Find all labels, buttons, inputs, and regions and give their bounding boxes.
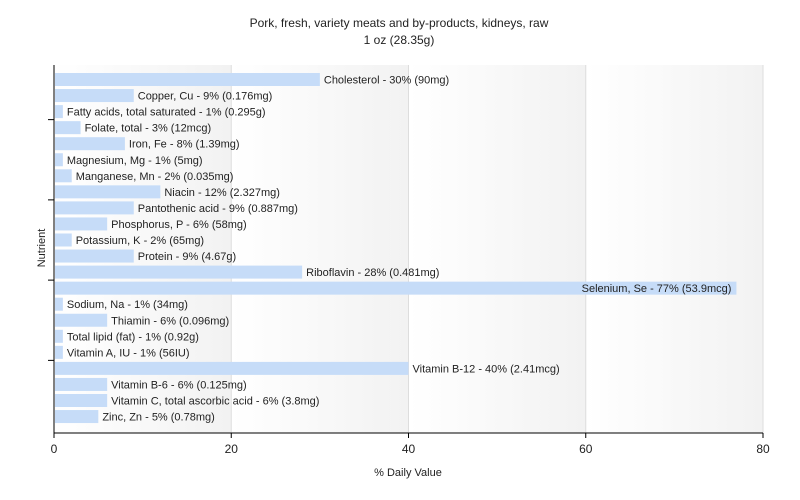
x-ticks: 0 20 40 60 80	[51, 433, 770, 456]
bar	[55, 73, 320, 86]
bar-label: Pantothenic acid - 9% (0.887mg)	[138, 203, 298, 215]
x-axis-label: % Daily Value	[374, 467, 442, 479]
bar	[55, 217, 108, 231]
bar	[55, 265, 303, 279]
bar	[55, 281, 737, 295]
bar	[55, 297, 63, 311]
bar-label: Zinc, Zn - 5% (0.78mg)	[102, 412, 214, 424]
bar	[55, 313, 108, 327]
plot-band	[231, 65, 409, 433]
bar-label: Total lipid (fat) - 1% (0.92g)	[67, 331, 199, 343]
bar-label: Vitamin B-12 - 40% (2.41mcg)	[413, 363, 560, 375]
bar-label: Vitamin C, total ascorbic acid - 6% (3.8…	[111, 396, 319, 408]
bar-label: Phosphorus, P - 6% (58mg)	[111, 219, 247, 231]
bar	[55, 201, 134, 215]
bar-label: Potassium, K - 2% (65mg)	[76, 235, 204, 247]
bar	[55, 394, 108, 407]
bar-label: Selenium, Se - 77% (53.9mcg)	[582, 283, 732, 295]
x-tick-label: 0	[51, 442, 58, 456]
bar-label: Protein - 9% (4.67g)	[138, 251, 236, 263]
plot-background	[54, 65, 763, 433]
bar-label: Copper, Cu - 9% (0.176mg)	[138, 91, 273, 103]
plot-band	[585, 65, 763, 433]
bar-label: Manganese, Mn - 2% (0.035mg)	[76, 171, 234, 183]
bar	[55, 249, 134, 263]
bar-label: Sodium, Na - 1% (34mg)	[67, 299, 188, 311]
bar	[55, 105, 63, 119]
bar-label: Vitamin A, IU - 1% (56IU)	[67, 347, 190, 359]
bar-label: Iron, Fe - 8% (1.39mg)	[129, 139, 240, 151]
bar	[55, 169, 72, 183]
bars	[55, 73, 737, 424]
bar	[55, 153, 63, 167]
bar-label: Thiamin - 6% (0.096mg)	[111, 315, 229, 327]
bar-label: Fatty acids, total saturated - 1% (0.295…	[67, 107, 266, 119]
bar-labels: Cholesterol - 30% (90mg) Copper, Cu - 9% …	[67, 75, 732, 424]
x-tick-label: 20	[225, 442, 239, 456]
plot-band	[54, 65, 232, 433]
bar	[55, 233, 72, 247]
plot-band	[408, 65, 586, 433]
bar-label: Niacin - 12% (2.327mg)	[164, 187, 280, 199]
bar-label: Vitamin B-6 - 6% (0.125mg)	[111, 379, 247, 391]
chart-subtitle: 1 oz (28.35g)	[364, 33, 435, 47]
x-tick-label: 80	[756, 442, 770, 456]
bar	[55, 377, 108, 391]
bar	[55, 410, 99, 424]
x-tick-label: 60	[579, 442, 593, 456]
bar-label: Magnesium, Mg - 1% (5mg)	[67, 155, 203, 167]
bar	[55, 361, 409, 375]
bar	[55, 137, 125, 151]
chart-title: Pork, fresh, variety meats and by-produc…	[250, 16, 549, 30]
bar	[55, 89, 134, 103]
bar-label: Cholesterol - 30% (90mg)	[324, 75, 449, 87]
bar	[55, 121, 81, 135]
bar-label: Folate, total - 3% (12mcg)	[85, 123, 212, 135]
bar	[55, 345, 63, 359]
x-tick-label: 40	[402, 442, 416, 456]
bar	[55, 185, 161, 199]
y-axis-label: Nutrient	[36, 229, 48, 268]
bar-label: Riboflavin - 28% (0.481mg)	[306, 267, 439, 279]
bar	[55, 329, 63, 343]
